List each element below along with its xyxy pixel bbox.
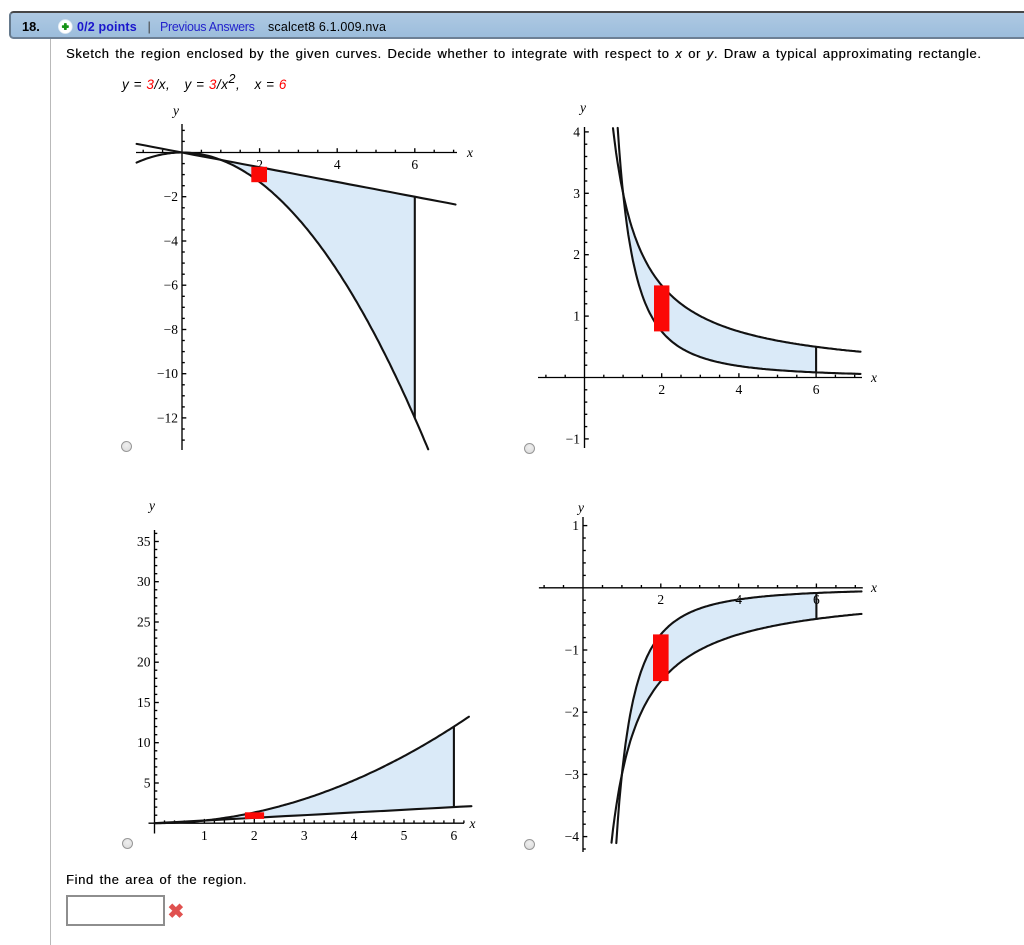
svg-text:−10: −10	[157, 366, 178, 381]
svg-text:35: 35	[137, 534, 151, 549]
svg-text:3: 3	[573, 186, 580, 201]
svg-text:6: 6	[411, 157, 418, 172]
svg-text:4: 4	[573, 124, 580, 139]
svg-text:1: 1	[201, 828, 208, 843]
svg-text:5: 5	[144, 776, 151, 791]
svg-text:2: 2	[251, 828, 258, 843]
svg-text:2: 2	[657, 592, 664, 607]
svg-text:−4: −4	[164, 234, 179, 249]
svg-text:y: y	[171, 103, 179, 118]
svg-text:1: 1	[572, 518, 579, 533]
svg-text:2: 2	[573, 247, 580, 262]
svg-text:20: 20	[137, 655, 151, 670]
svg-text:x: x	[870, 580, 877, 595]
svg-text:−8: −8	[164, 322, 179, 337]
svg-text:y: y	[576, 500, 584, 515]
svg-text:−1: −1	[565, 643, 579, 658]
svg-text:6: 6	[451, 828, 458, 843]
svg-text:−3: −3	[565, 767, 580, 782]
svg-text:−4: −4	[565, 829, 580, 844]
svg-text:25: 25	[137, 615, 151, 630]
svg-text:10: 10	[137, 735, 151, 750]
svg-text:x: x	[870, 370, 877, 385]
svg-text:4: 4	[736, 382, 743, 397]
svg-text:1: 1	[573, 309, 580, 324]
svg-text:y: y	[147, 498, 155, 513]
svg-text:30: 30	[137, 574, 151, 589]
svg-text:−12: −12	[157, 410, 178, 425]
svg-text:−2: −2	[565, 705, 579, 720]
svg-text:x: x	[469, 816, 476, 831]
svg-text:3: 3	[301, 828, 308, 843]
svg-text:4: 4	[351, 828, 358, 843]
svg-text:−1: −1	[566, 431, 580, 446]
svg-text:15: 15	[137, 695, 151, 710]
svg-text:2: 2	[658, 382, 665, 397]
svg-text:5: 5	[401, 828, 408, 843]
svg-text:−6: −6	[164, 278, 179, 293]
svg-text:−2: −2	[164, 189, 178, 204]
svg-text:2: 2	[256, 157, 263, 172]
svg-text:x: x	[466, 145, 473, 160]
svg-text:y: y	[578, 100, 586, 115]
svg-text:6: 6	[813, 382, 820, 397]
svg-text:4: 4	[334, 157, 341, 172]
